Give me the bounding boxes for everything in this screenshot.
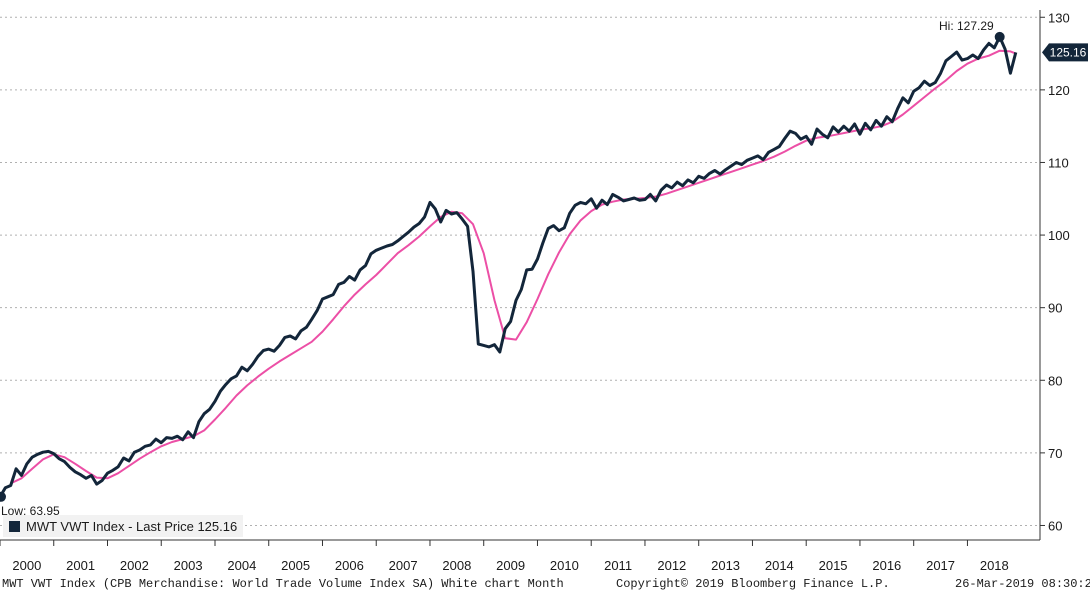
x-tick-label: 2014 [765,558,794,573]
annotations: Hi: 127.29 Low: 63.95 125.16 [0,19,1088,518]
x-tick-label: 2005 [281,558,310,573]
moving-average-line [10,49,1017,485]
x-tick-label: 2003 [174,558,203,573]
y-tick-label: 70 [1048,446,1062,461]
legend-swatch [9,520,20,532]
x-tick-label: 2000 [12,558,41,573]
last-price-label: 125.16 [1050,45,1087,59]
y-tick-label: 60 [1048,518,1062,533]
y-tick-label: 120 [1048,83,1070,98]
high-label: Hi: 127.29 [939,19,994,33]
legend: MWT VWT Index - Last Price 125.16 [3,515,244,537]
series-lines [0,35,1018,498]
x-tick-label: 2002 [120,558,149,573]
x-tick-label: 2012 [657,558,686,573]
y-tick-label: 110 [1048,155,1069,170]
legend-label: MWT VWT Index - Last Price 125.16 [26,518,238,534]
x-axis: 2000 2001 2002 2003 2004 2005 2006 2007 2008 2009… [0,539,1040,573]
y-tick-label: 130 [1048,10,1070,25]
low-label: Low: 63.95 [1,504,60,518]
x-tick-label: 2009 [496,558,525,573]
x-tick-label: 2013 [711,558,740,573]
x-tick-label: 2001 [66,558,95,573]
price-series-line [0,35,1018,498]
x-tick-label: 2004 [227,558,256,573]
footer: MWT VWT Index (CPB Merchandise: World Tr… [0,575,1090,593]
last-price-box [1042,43,1088,62]
x-tick-label: 2006 [335,558,364,573]
high-marker [994,31,1005,42]
x-tick-label: 2018 [980,558,1009,573]
y-tick-label: 100 [1048,228,1070,243]
gridlines [0,16,1040,526]
low-marker [0,491,6,502]
y-axis: 60 70 80 90 100 110 120 130 [1039,10,1070,540]
footer-description: MWT VWT Index (CPB Merchandise: World Tr… [2,577,564,591]
y-tick-label: 80 [1048,373,1062,388]
x-tick-label: 2011 [604,558,632,573]
x-tick-label: 2007 [389,558,418,573]
x-tick-label: 2008 [442,558,471,573]
x-tick-label: 2010 [550,558,579,573]
x-tick-label: 2017 [926,558,955,573]
y-tick-label: 90 [1048,301,1062,316]
x-tick-label: 2015 [819,558,848,573]
x-tick-label: 2016 [872,558,901,573]
footer-timestamp: 26-Mar-2019 08:30:23 [955,577,1090,591]
footer-copyright: Copyright© 2019 Bloomberg Finance L.P. [616,577,890,591]
